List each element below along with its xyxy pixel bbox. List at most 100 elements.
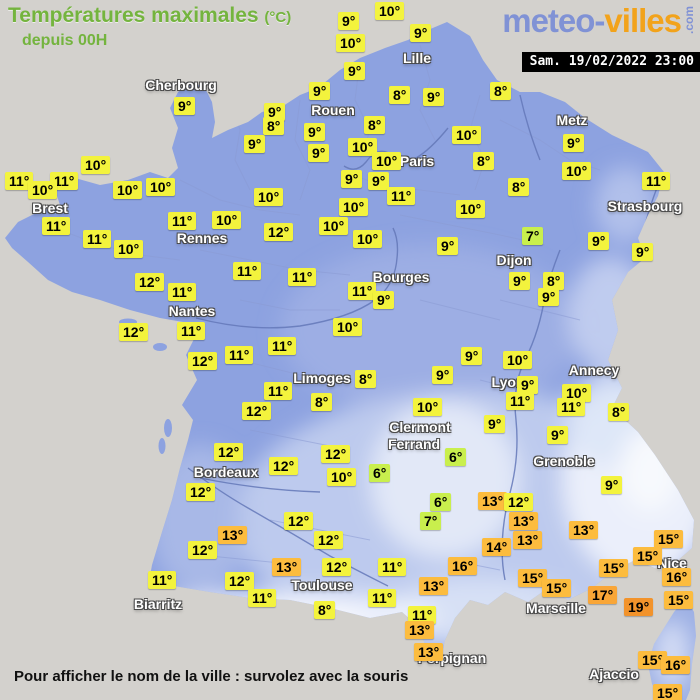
temp-label: 13°: [513, 531, 543, 549]
temp-label: 10°: [114, 240, 144, 258]
page-title: Températures maximales (°C): [8, 4, 291, 29]
temp-label: 9°: [308, 144, 330, 162]
city-label-lyon[interactable]: Lyon: [491, 374, 525, 390]
temp-label: 9°: [437, 237, 459, 255]
temp-label: 9°: [484, 415, 506, 433]
temp-label: 9°: [244, 135, 266, 153]
temp-label: 9°: [174, 97, 196, 115]
title-text: Températures maximales: [8, 4, 259, 27]
temp-label: 12°: [284, 512, 314, 530]
temp-label: 9°: [632, 243, 654, 261]
city-label-paris[interactable]: Paris: [399, 153, 435, 169]
city-label-strasbourg[interactable]: Strasbourg: [607, 198, 683, 214]
temp-label: 15°: [542, 579, 572, 597]
temp-label: 12°: [269, 457, 299, 475]
temp-label: 13°: [509, 512, 539, 530]
temp-label: 12°: [188, 541, 218, 559]
temp-label: 9°: [538, 288, 560, 306]
city-label-dijon[interactable]: Dijon: [496, 252, 532, 268]
temp-label: 11°: [248, 589, 277, 607]
temp-label: 12°: [225, 572, 255, 590]
temp-label: 10°: [413, 398, 443, 416]
city-label-rouen[interactable]: Rouen: [311, 102, 355, 118]
city-label-bordeaux[interactable]: Bordeaux: [193, 464, 259, 480]
temp-label: 12°: [321, 445, 351, 463]
temp-label: 16°: [448, 557, 478, 575]
temp-label: 10°: [348, 138, 378, 156]
temp-label: 8°: [314, 601, 336, 619]
temp-label: 16°: [662, 568, 692, 586]
datetime-badge: Sam. 19/02/2022 23:00: [521, 52, 700, 72]
city-label-bourges[interactable]: Bourges: [372, 269, 430, 285]
temp-label: 12°: [242, 402, 272, 420]
temp-label: 8°: [263, 117, 285, 135]
temp-label: 8°: [608, 403, 630, 421]
city-label-rennes[interactable]: Rennes: [176, 230, 228, 246]
temp-label: 12°: [119, 323, 149, 341]
temp-label: 11°: [225, 346, 254, 364]
city-label-lille[interactable]: Lille: [402, 50, 432, 66]
temp-label: 15°: [518, 569, 548, 587]
meteo-villes-logo[interactable]: meteo-villes .com: [502, 2, 696, 40]
city-label-ajaccio[interactable]: Ajaccio: [589, 666, 639, 682]
city-label-brest[interactable]: Brest: [32, 200, 68, 216]
city-label-metz[interactable]: Metz: [556, 112, 588, 128]
city-label-biarritz[interactable]: Biarritz: [133, 596, 183, 612]
temp-label: 11°: [348, 282, 377, 300]
city-label-nantes[interactable]: Nantes: [168, 303, 216, 319]
temp-label: 10°: [353, 230, 383, 248]
temp-label: 9°: [509, 272, 531, 290]
temp-label: 10°: [375, 2, 405, 20]
city-label-grenoble[interactable]: Grenoble: [533, 453, 595, 469]
temp-label: 8°: [543, 272, 565, 290]
temp-label: 11°: [288, 268, 317, 286]
temp-label: 15°: [638, 651, 668, 669]
temp-label: 9°: [309, 82, 331, 100]
temp-label: 8°: [389, 86, 411, 104]
temp-label: 6°: [369, 464, 391, 482]
temp-label: 13°: [405, 621, 435, 639]
temp-label: 19°: [624, 598, 654, 616]
temp-label: 11°: [264, 382, 293, 400]
city-label-marseille[interactable]: Marseille: [526, 600, 586, 616]
logo-part-orange: villes: [604, 2, 682, 39]
city-label-limoges[interactable]: Limoges: [293, 370, 351, 386]
temp-label: 7°: [522, 227, 544, 245]
temp-label: 7°: [420, 512, 442, 530]
temp-label: 14°: [482, 538, 512, 556]
temp-label: 13°: [218, 526, 248, 544]
header: Températures maximales (°C) depuis 00H: [8, 4, 291, 50]
temp-label: 10°: [146, 178, 176, 196]
temp-label: 9°: [410, 24, 432, 42]
city-label-toulouse[interactable]: Toulouse: [291, 577, 353, 593]
city-label-nice[interactable]: Nice: [657, 555, 687, 571]
temp-label: 10°: [212, 211, 242, 229]
temp-label: 10°: [81, 156, 111, 174]
temp-label: 8°: [364, 116, 386, 134]
temp-label: 11°: [408, 606, 437, 624]
temp-label: 12°: [214, 443, 244, 461]
temp-label: 11°: [83, 230, 112, 248]
temp-label: 9°: [547, 426, 569, 444]
temp-label: 13°: [272, 558, 302, 576]
temp-label: 12°: [322, 558, 352, 576]
city-label-ferrand[interactable]: Ferrand: [387, 436, 441, 452]
temp-label: 9°: [461, 347, 483, 365]
temp-label: 12°: [188, 352, 218, 370]
city-label-clermont[interactable]: Clermont: [389, 419, 451, 435]
temp-label: 11°: [148, 571, 177, 589]
temp-label: 11°: [378, 558, 407, 576]
logo-part-blue: meteo-: [502, 2, 605, 39]
temp-label: 15°: [664, 591, 694, 609]
temp-label: 10°: [562, 162, 592, 180]
temp-label: 13°: [478, 492, 508, 510]
temp-label: 11°: [177, 322, 206, 340]
temp-label: 15°: [654, 530, 684, 548]
temp-label: 10°: [562, 384, 592, 402]
temp-label: 10°: [452, 126, 482, 144]
temp-label: 11°: [557, 398, 586, 416]
temp-label: 9°: [563, 134, 585, 152]
city-label-annecy[interactable]: Annecy: [568, 362, 620, 378]
city-label-cherbourg[interactable]: Cherbourg: [145, 77, 217, 93]
